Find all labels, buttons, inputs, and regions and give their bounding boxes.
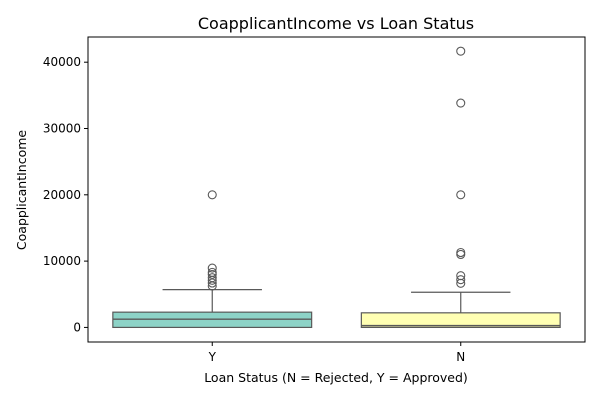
x-tick-label: N bbox=[456, 350, 465, 364]
plot-frame bbox=[87, 36, 586, 343]
y-axis-label: CoapplicantIncome bbox=[14, 130, 29, 251]
box-group-Y bbox=[112, 190, 313, 329]
outlier-point bbox=[207, 263, 217, 273]
outlier-point bbox=[456, 275, 466, 285]
plot-area bbox=[112, 46, 561, 329]
outlier-point bbox=[456, 271, 466, 281]
outlier-point bbox=[207, 278, 217, 288]
y-tick-label: 40000 bbox=[43, 55, 81, 69]
y-tick-label: 0 bbox=[73, 320, 81, 334]
outlier-point bbox=[456, 249, 466, 260]
outlier-point bbox=[456, 46, 466, 56]
y-tick-label: 10000 bbox=[43, 254, 81, 268]
outlier-point bbox=[207, 190, 217, 200]
x-axis-label: Loan Status (N = Rejected, Y = Approved) bbox=[204, 370, 468, 385]
y-tick-label: 20000 bbox=[43, 188, 81, 202]
y-tick-label: 30000 bbox=[43, 122, 81, 136]
outlier-point bbox=[207, 273, 217, 283]
y-axis: 0 10000 20000 30000 40000 bbox=[43, 55, 88, 334]
box-group-N bbox=[360, 46, 561, 329]
x-tick-label: Y bbox=[208, 350, 217, 364]
outlier-point bbox=[456, 247, 466, 258]
outlier-point bbox=[456, 190, 466, 200]
outlier-point bbox=[456, 98, 466, 108]
box-N bbox=[360, 312, 561, 329]
chart-title: CoapplicantIncome vs Loan Status bbox=[198, 14, 474, 33]
outlier-point bbox=[207, 267, 217, 277]
